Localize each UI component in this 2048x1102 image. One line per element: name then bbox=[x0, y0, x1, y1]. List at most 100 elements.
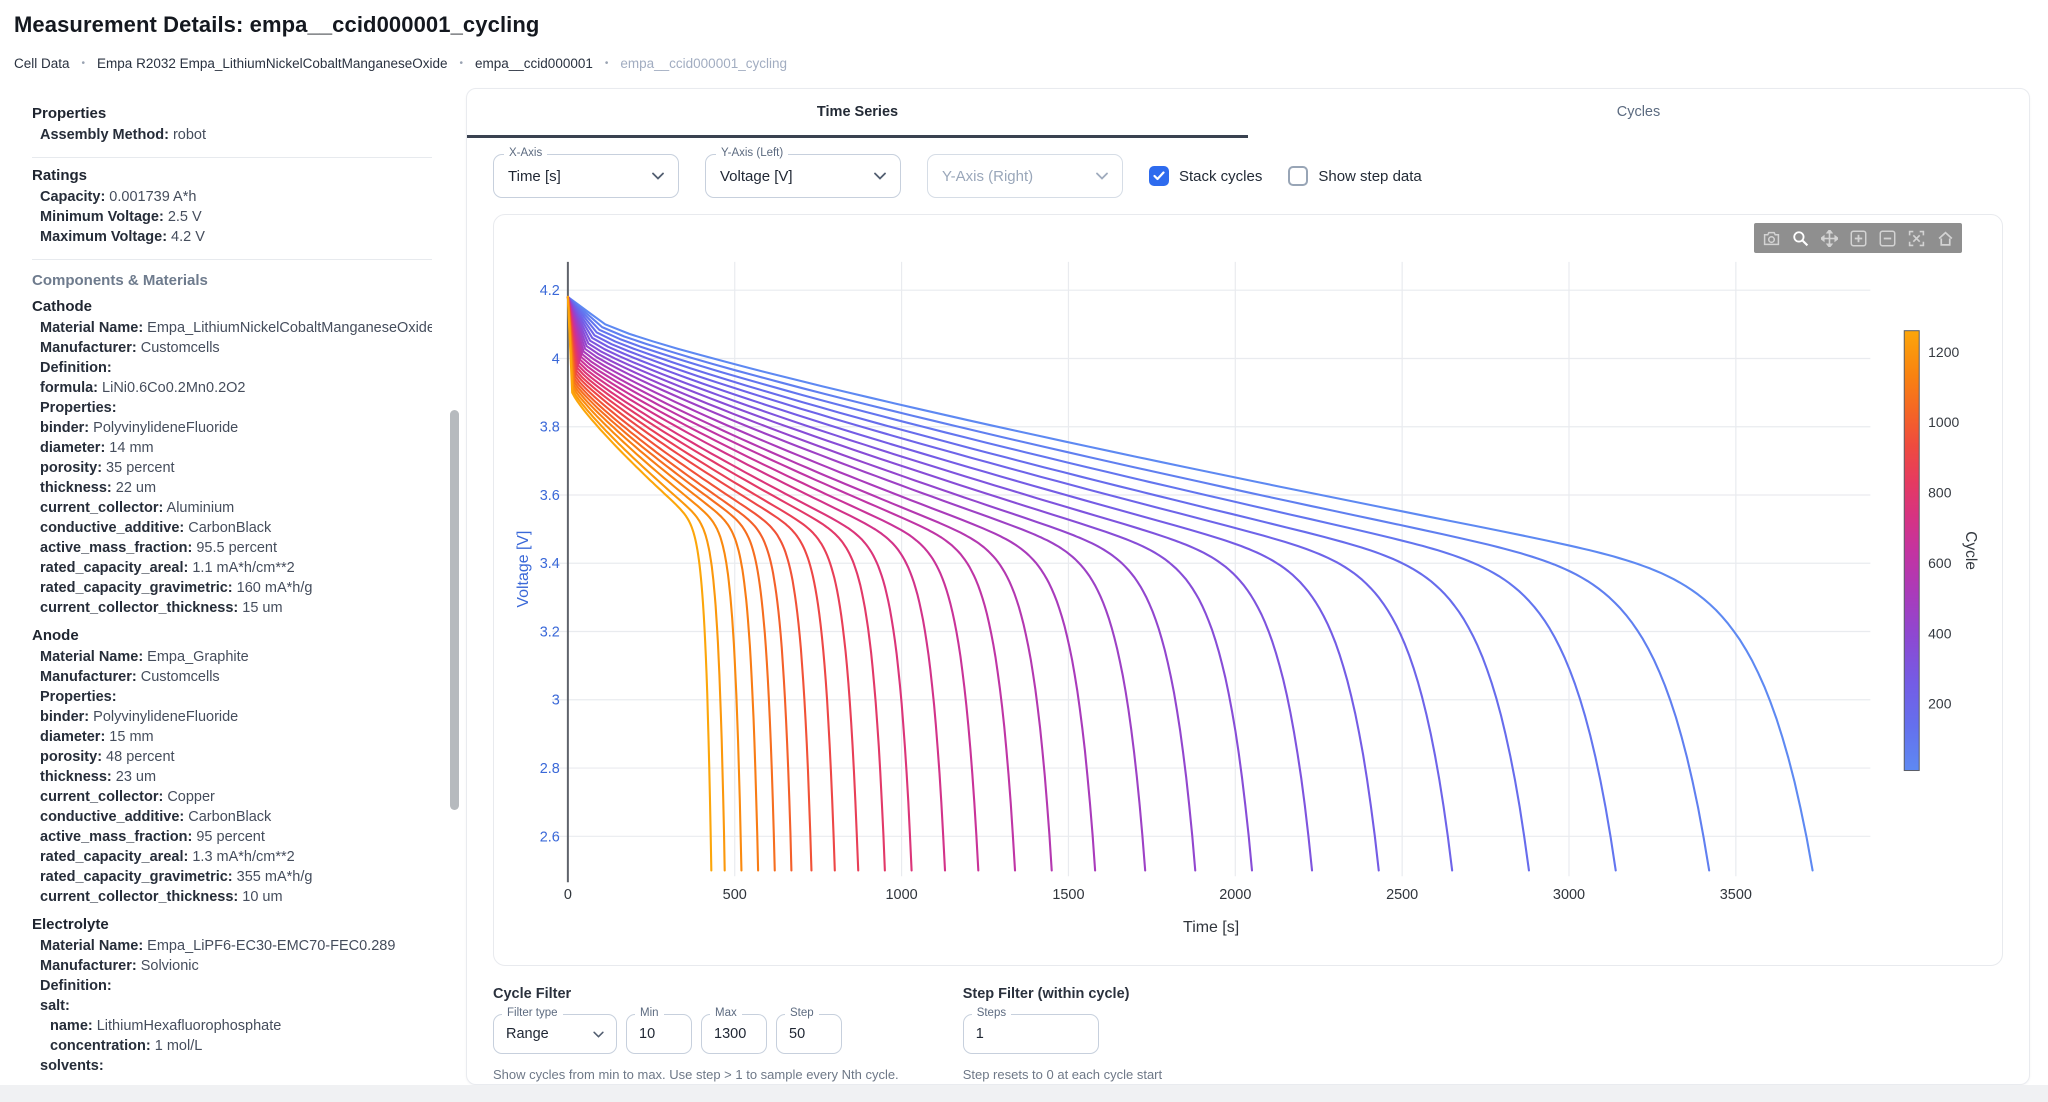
cycle-step-input[interactable] bbox=[789, 1026, 829, 1042]
divider bbox=[32, 157, 432, 158]
property-label: thickness: bbox=[40, 769, 112, 785]
property-label: binder: bbox=[40, 420, 90, 436]
svg-text:200: 200 bbox=[1928, 696, 1952, 712]
breadcrumb-item-cell-data[interactable]: Cell Data bbox=[14, 56, 70, 71]
property-label: current_collector: bbox=[40, 500, 164, 516]
zoom-icon[interactable] bbox=[1791, 229, 1809, 247]
property-row: Manufacturer: Customcells bbox=[32, 667, 432, 687]
y-axis-left-select-label: Y-Axis (Left) bbox=[716, 147, 789, 159]
property-label: formula: bbox=[40, 380, 98, 396]
property-label: rated_capacity_gravimetric: bbox=[40, 869, 233, 885]
y-axis-left-select[interactable]: Y-Axis (Left) Voltage [V] bbox=[705, 147, 901, 198]
property-label: Minimum Voltage: bbox=[40, 209, 164, 225]
property-row: thickness: 23 um bbox=[32, 767, 432, 787]
property-value: Aluminium bbox=[163, 500, 235, 516]
property-label: Definition: bbox=[40, 978, 112, 994]
stack-cycles-toggle[interactable]: Stack cycles bbox=[1149, 166, 1262, 186]
home-icon[interactable] bbox=[1936, 229, 1954, 247]
property-label: name: bbox=[50, 1018, 93, 1034]
voltage-time-chart[interactable]: 4.2 4 3.8 3.6 3.4 3.2 3 2.8 2.6 0 500 1000 1500 2000 2… bbox=[494, 215, 2002, 965]
property-value: 1.3 mA*h/cm**2 bbox=[188, 849, 295, 865]
property-label: Maximum Voltage: bbox=[40, 229, 168, 245]
filter-type-label: Filter type bbox=[502, 1007, 563, 1019]
cycle-max-input[interactable] bbox=[714, 1026, 754, 1042]
zoom-in-icon[interactable] bbox=[1849, 229, 1867, 247]
breadcrumb-separator: • bbox=[604, 58, 609, 69]
cycle-min-input[interactable] bbox=[639, 1026, 679, 1042]
property-label: porosity: bbox=[40, 460, 103, 476]
property-label: active_mass_fraction: bbox=[40, 829, 193, 845]
property-label: Manufacturer: bbox=[40, 958, 137, 974]
property-row: current_collector_thickness: 10 um bbox=[32, 887, 432, 907]
svg-text:2000: 2000 bbox=[1219, 887, 1251, 903]
svg-text:1500: 1500 bbox=[1052, 887, 1084, 903]
property-label: binder: bbox=[40, 709, 90, 725]
camera-icon[interactable] bbox=[1762, 229, 1780, 247]
svg-text:500: 500 bbox=[723, 887, 747, 903]
property-value: LithiumHexafluorophosphate bbox=[92, 1018, 282, 1034]
cycle-filter-block: Cycle Filter Filter type Range Min bbox=[493, 986, 899, 1082]
property-label: thickness: bbox=[40, 480, 112, 496]
cycle-filter-help: Show cycles from min to max. Use step > … bbox=[493, 1067, 899, 1082]
property-label: current_collector_thickness: bbox=[40, 889, 239, 905]
property-value: 10 um bbox=[238, 889, 283, 905]
property-row: porosity: 48 percent bbox=[32, 747, 432, 767]
breadcrumb-item-cell[interactable]: Empa R2032 Empa_LithiumNickelCobaltManga… bbox=[97, 56, 448, 71]
property-row: Material Name: Empa_LiPF6-EC30-EMC70-FEC… bbox=[32, 936, 432, 956]
property-row: conductive_additive: CarbonBlack bbox=[32, 518, 432, 538]
cycle-min-label: Min bbox=[635, 1007, 664, 1019]
property-row: current_collector_thickness: 15 um bbox=[32, 598, 432, 618]
steps-input[interactable] bbox=[975, 1026, 1086, 1042]
property-label: Properties: bbox=[40, 400, 117, 416]
breadcrumb-separator: • bbox=[81, 58, 86, 69]
x-axis-select[interactable]: X-Axis Time [s] bbox=[493, 147, 679, 198]
show-step-data-checkbox[interactable] bbox=[1288, 166, 1309, 186]
property-row: Manufacturer: Solvionic bbox=[32, 956, 432, 976]
svg-text:Cycle: Cycle bbox=[1962, 531, 1979, 570]
chart-panel: 4.2 4 3.8 3.6 3.4 3.2 3 2.8 2.6 0 500 1000 1500 2000 2… bbox=[493, 214, 2003, 966]
sidebar-section-heading: Components & Materials bbox=[32, 272, 208, 289]
property-label: Capacity: bbox=[40, 189, 106, 205]
pan-icon[interactable] bbox=[1820, 229, 1838, 247]
property-row: Definition: bbox=[32, 358, 432, 378]
property-row: rated_capacity_areal: 1.1 mA*h/cm**2 bbox=[32, 558, 432, 578]
tab-cycles[interactable]: Cycles bbox=[1248, 89, 2029, 138]
property-value: robot bbox=[168, 127, 207, 143]
chevron-down-icon bbox=[874, 172, 886, 180]
property-value: Empa_LithiumNickelCobaltManganeseOxide bbox=[143, 320, 432, 336]
y-axis-left-select-value: Voltage [V] bbox=[720, 167, 793, 185]
property-label: diameter: bbox=[40, 729, 106, 745]
property-label: current_collector: bbox=[40, 789, 164, 805]
filter-type-select[interactable]: Filter type Range bbox=[493, 1007, 617, 1054]
svg-text:1000: 1000 bbox=[886, 887, 918, 903]
property-row: formula: LiNi0.6Co0.2Mn0.2O2 bbox=[32, 378, 432, 398]
property-value: Solvionic bbox=[136, 958, 199, 974]
cycle-step-label: Step bbox=[785, 1007, 819, 1019]
cycle-max-field: Max bbox=[701, 1007, 767, 1054]
main-panel: Time Series Cycles X-Axis Time [s] Y-Axi… bbox=[466, 88, 2030, 1085]
filter-type-value: Range bbox=[506, 1026, 549, 1042]
property-row: rated_capacity_areal: 1.3 mA*h/cm**2 bbox=[32, 847, 432, 867]
property-label: conductive_additive: bbox=[40, 520, 185, 536]
property-label: Assembly Method: bbox=[40, 127, 169, 143]
property-value: 0.001739 A*h bbox=[105, 189, 197, 205]
breadcrumb-item-ccid[interactable]: empa__ccid000001 bbox=[475, 56, 593, 71]
property-row: binder: PolyvinylideneFluoride bbox=[32, 707, 432, 727]
property-value: Empa_LiPF6-EC30-EMC70-FEC0.289 bbox=[143, 938, 396, 954]
property-row: current_collector: Aluminium bbox=[32, 498, 432, 518]
property-value: CarbonBlack bbox=[184, 520, 272, 536]
svg-text:800: 800 bbox=[1928, 485, 1952, 501]
sidebar-scrollbar-thumb[interactable] bbox=[450, 410, 459, 810]
y-axis-right-select[interactable]: Y-Axis (Right) bbox=[927, 154, 1123, 198]
tab-time-series[interactable]: Time Series bbox=[467, 89, 1248, 138]
property-value: Copper bbox=[163, 789, 215, 805]
property-label: Material Name: bbox=[40, 320, 144, 336]
autoscale-icon[interactable] bbox=[1907, 229, 1925, 247]
zoom-out-icon[interactable] bbox=[1878, 229, 1896, 247]
plot-controls: X-Axis Time [s] Y-Axis (Left) Voltage [V… bbox=[493, 147, 2003, 198]
svg-text:3.8: 3.8 bbox=[540, 420, 560, 436]
x-axis-select-label: X-Axis bbox=[504, 147, 548, 159]
show-step-data-toggle[interactable]: Show step data bbox=[1288, 166, 1422, 186]
stack-cycles-checkbox[interactable] bbox=[1149, 166, 1169, 186]
